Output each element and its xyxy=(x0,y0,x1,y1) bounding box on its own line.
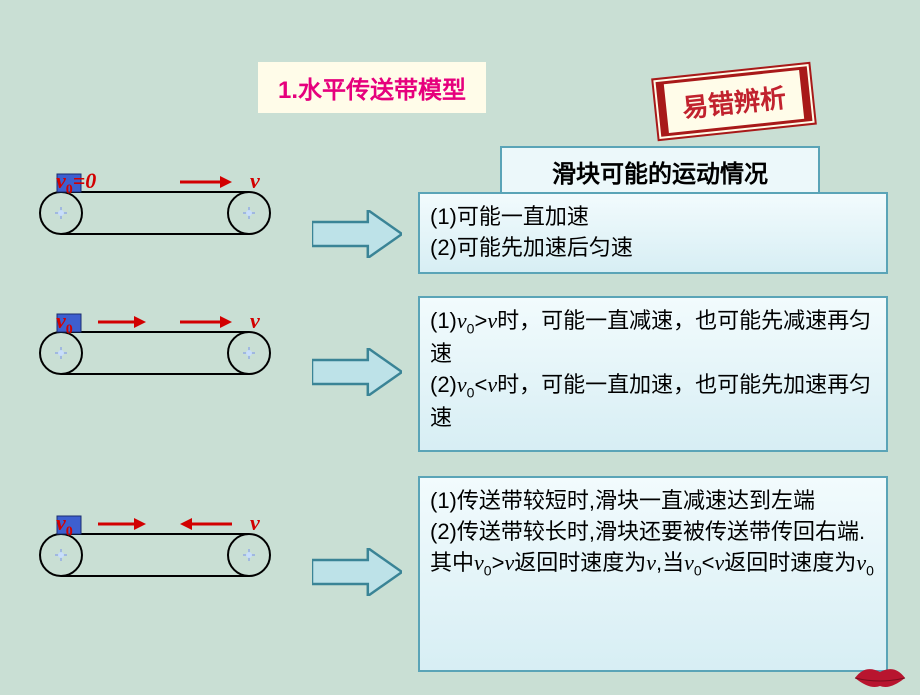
conveyor-diagram xyxy=(40,330,300,417)
velocity-label-v: v xyxy=(250,168,260,194)
implies-arrow xyxy=(312,548,402,601)
belt-direction-arrow xyxy=(180,174,234,195)
v0-direction-arrow xyxy=(98,314,148,335)
velocity-label-v: v xyxy=(250,510,260,536)
implies-arrow xyxy=(312,210,402,263)
conveyor-diagram xyxy=(40,532,300,619)
v0-direction-arrow xyxy=(98,516,148,537)
section-title: 1.水平传送带模型 xyxy=(258,62,486,113)
stamp-badge: 易错辨析 xyxy=(656,66,813,137)
column-header: 滑块可能的运动情况 xyxy=(500,146,820,197)
conveyor-diagram xyxy=(40,190,300,277)
velocity-label-v0: v0=0 xyxy=(56,168,96,198)
motion-description-box: (1)可能一直加速(2)可能先加速后匀速 xyxy=(418,192,888,274)
belt-direction-arrow xyxy=(180,516,234,537)
lips-decoration-icon xyxy=(850,660,910,690)
belt-direction-arrow xyxy=(180,314,234,335)
velocity-label-v: v xyxy=(250,308,260,334)
motion-description-box: (1)传送带较短时,滑块一直减速达到左端(2)传送带较长时,滑块还要被传送带传回… xyxy=(418,476,888,672)
velocity-label-v0: v0 xyxy=(56,308,73,338)
implies-arrow xyxy=(312,348,402,401)
velocity-label-v0: v0 xyxy=(56,510,73,540)
motion-description-box: (1)v0>v时，可能一直减速，也可能先减速再匀速(2)v0<v时，可能一直加速… xyxy=(418,296,888,452)
